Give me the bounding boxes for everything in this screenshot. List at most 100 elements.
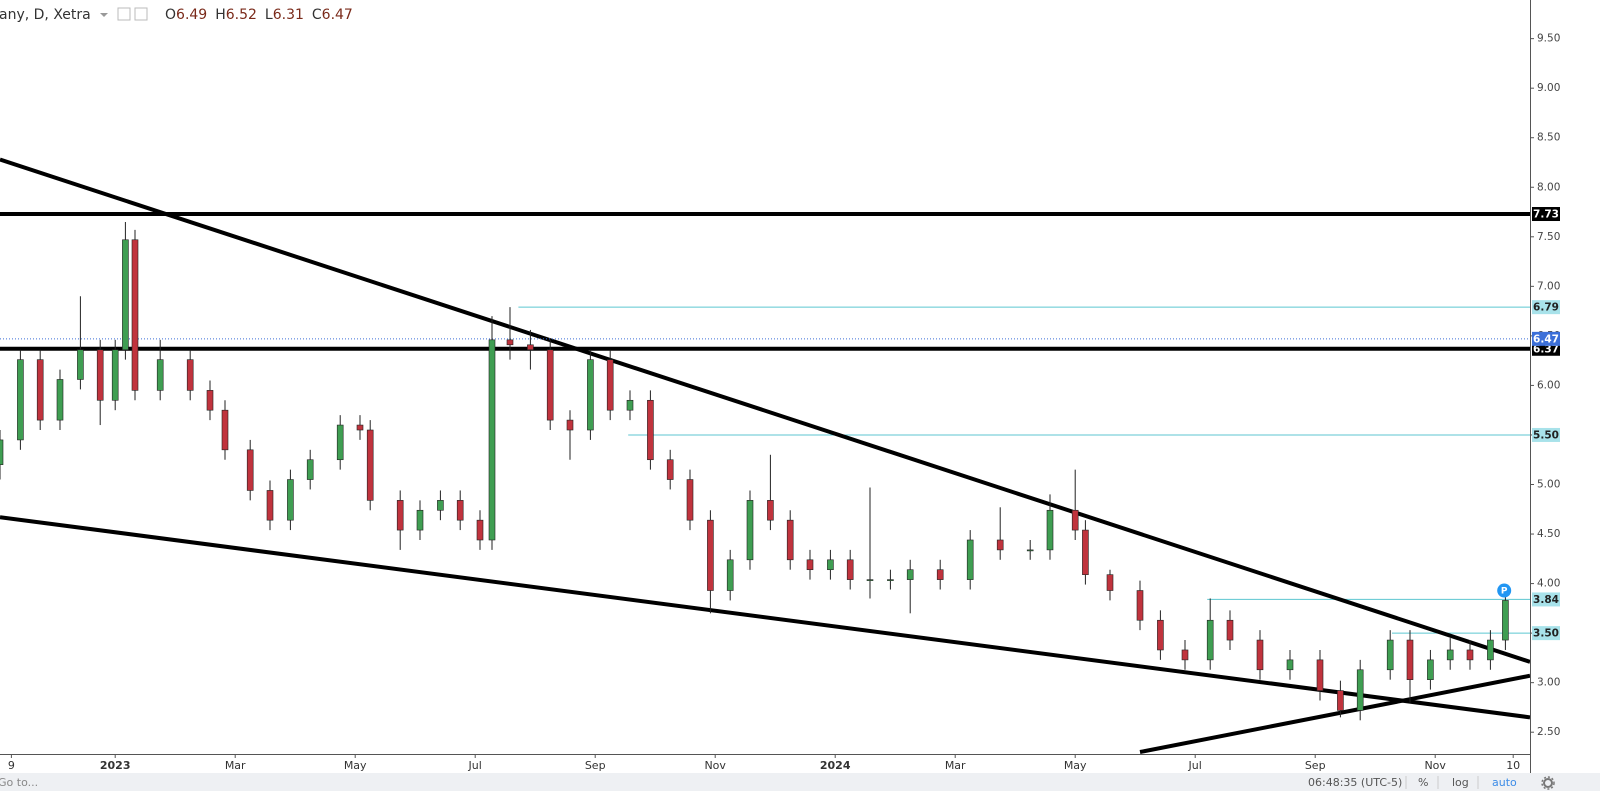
trend-line — [0, 515, 1530, 720]
y-tick-label: 6.00 — [1537, 379, 1560, 391]
candle-body — [1286, 659, 1294, 671]
icon[interactable] — [134, 7, 148, 21]
ohlc-item: O6.49 — [165, 7, 207, 23]
candle-body — [488, 339, 496, 541]
candle-body — [1026, 549, 1034, 552]
x-tick-label: 2023 — [100, 759, 131, 772]
candle-body — [1106, 574, 1114, 591]
candle-body — [786, 519, 794, 561]
candle-body — [437, 500, 444, 511]
trend-line — [1139, 673, 1530, 754]
candle-body — [527, 344, 534, 351]
ohlc-key: L — [265, 7, 273, 23]
candle-body — [111, 349, 119, 401]
caret[interactable] — [100, 13, 108, 17]
candle-body — [1256, 639, 1264, 671]
level-label: 3.84 — [1533, 594, 1559, 606]
candle-body — [156, 359, 164, 391]
candle-body — [1046, 509, 1054, 551]
candle-body — [246, 449, 254, 491]
candle-body — [606, 359, 614, 411]
candle-body — [906, 569, 914, 580]
bottom-toolbar — [0, 773, 1600, 791]
x-tick-label: 9 — [8, 759, 15, 772]
level-label: 7.73 — [1533, 209, 1559, 221]
candle-body — [587, 359, 594, 431]
ohlc-value: 6.31 — [273, 7, 304, 23]
y-tick-label: 9.00 — [1537, 82, 1560, 94]
candle-body — [56, 379, 64, 421]
x-tick-label: Nov — [704, 759, 726, 772]
symbol-title[interactable]: any, D, Xetra — [0, 7, 91, 23]
candle-body — [287, 479, 294, 521]
candle-body — [36, 359, 44, 421]
candle-body — [1316, 659, 1324, 691]
candle-body — [122, 239, 129, 351]
candle-body — [626, 399, 634, 411]
level-label-bg — [1532, 592, 1560, 607]
y-tick-label: 9.50 — [1537, 33, 1560, 45]
gear-teeth — [1541, 776, 1555, 790]
y-tick-label: 8.00 — [1537, 181, 1560, 193]
candle-body — [456, 500, 464, 521]
candle-body — [966, 539, 974, 580]
x-tick-label: Nov — [1424, 759, 1446, 772]
level-label: 5.50 — [1533, 429, 1559, 441]
marker-text: P — [1501, 587, 1508, 597]
auto-toggle[interactable]: auto — [1492, 776, 1517, 789]
candle-body — [221, 409, 229, 451]
candle-body — [887, 579, 894, 581]
x-tick-label: May — [344, 759, 367, 772]
x-tick-label: Mar — [945, 759, 966, 772]
candle-body — [416, 509, 424, 531]
y-tick-label: 4.50 — [1537, 528, 1560, 540]
level-label-bg — [1532, 427, 1560, 442]
level-label: 6.79 — [1533, 302, 1559, 314]
candle-body — [356, 424, 364, 431]
candle-body — [686, 479, 694, 521]
candle-body — [827, 559, 834, 571]
candle-body — [647, 399, 654, 461]
candle-body — [806, 559, 814, 571]
candle-body — [936, 569, 944, 580]
candle-body — [1337, 690, 1344, 711]
candle-body — [1427, 659, 1434, 680]
ohlc-key: O — [165, 7, 176, 23]
candle-body — [767, 500, 774, 521]
candle-body — [1206, 619, 1214, 661]
percent-toggle[interactable]: % — [1418, 776, 1428, 789]
candle-body — [366, 429, 374, 501]
candle-body — [1136, 590, 1144, 621]
clock: 06:48:35 (UTC-5) — [1308, 776, 1402, 789]
settings-gear[interactable] — [1541, 776, 1555, 790]
go-to[interactable]: Go to... — [0, 776, 38, 789]
icon[interactable] — [117, 7, 131, 21]
level-label: 6.37 — [1533, 343, 1559, 355]
gear-ring — [1543, 778, 1553, 788]
candle-body — [77, 349, 84, 380]
candle-body — [546, 349, 554, 421]
x-tick-label: Jul — [468, 759, 482, 772]
ohlc-key: H — [215, 7, 226, 23]
ohlc-item: C6.47 — [312, 7, 353, 23]
trend-line — [0, 157, 1530, 664]
candle-body — [0, 439, 4, 465]
candle-body — [266, 490, 274, 521]
candle-body — [1082, 529, 1089, 575]
candle-body — [506, 339, 514, 346]
candle-body — [846, 559, 854, 580]
candle-body — [1446, 649, 1454, 661]
candle-body — [396, 500, 404, 531]
candle-body — [1157, 619, 1164, 651]
candle-body — [1487, 639, 1494, 661]
x-tick-label: Jul — [1188, 759, 1202, 772]
marker — [1497, 583, 1512, 598]
y-tick-label: 7.00 — [1537, 280, 1560, 292]
candle-body — [17, 359, 24, 441]
last-price-label: 6.47 — [1533, 333, 1559, 345]
candle-body — [1386, 639, 1394, 671]
y-tick-label: 3.00 — [1537, 677, 1560, 689]
last-price-bg — [1532, 331, 1560, 346]
x-tick-label: Sep — [1305, 759, 1326, 772]
log-toggle[interactable]: log — [1452, 776, 1469, 789]
